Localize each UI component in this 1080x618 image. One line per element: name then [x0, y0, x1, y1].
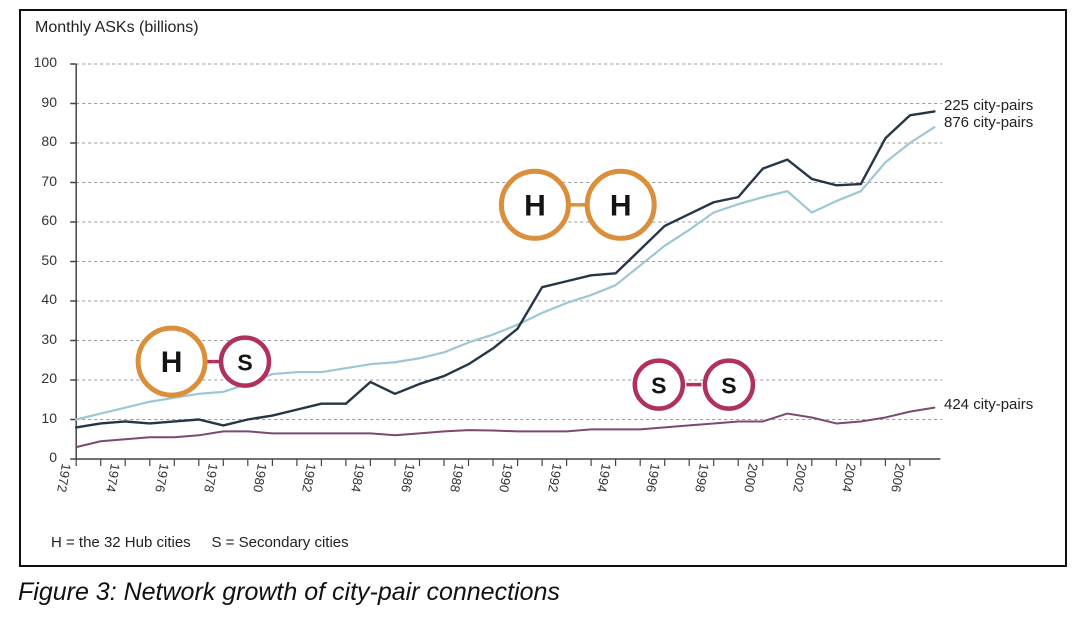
svg-text:S: S [651, 373, 666, 399]
svg-text:H: H [610, 189, 632, 222]
svg-text:S: S [721, 373, 736, 399]
svg-text:S: S [237, 350, 252, 376]
svg-text:H: H [161, 346, 183, 379]
svg-text:H: H [524, 189, 546, 222]
